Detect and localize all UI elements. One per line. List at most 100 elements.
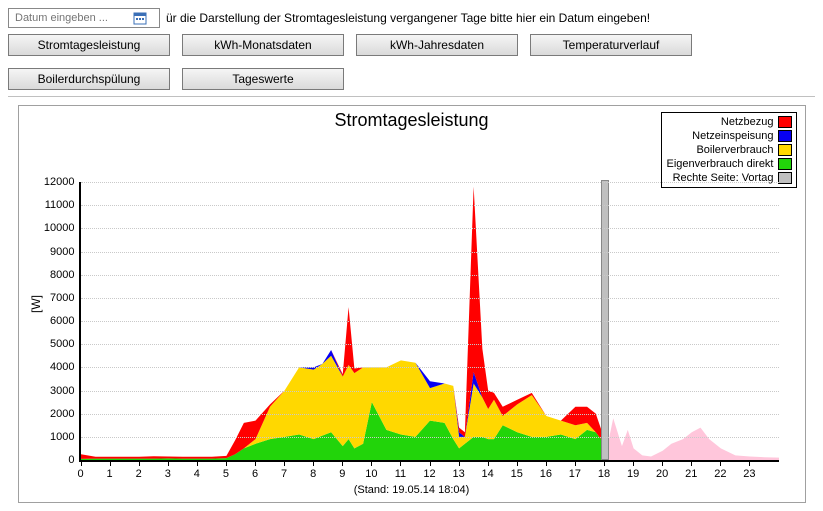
x-tick-label: 16 bbox=[540, 468, 552, 480]
x-tick-label: 19 bbox=[627, 468, 639, 480]
y-tick-label: 8000 bbox=[33, 269, 75, 281]
y-tick-label: 11000 bbox=[33, 199, 75, 211]
x-tick-label: 4 bbox=[194, 468, 200, 480]
y-tick-label: 6000 bbox=[33, 315, 75, 327]
tab-stromtagesleistung[interactable]: Stromtagesleistung bbox=[8, 34, 170, 56]
x-tick bbox=[342, 460, 343, 466]
topbar: ür die Darstellung der Stromtagesleistun… bbox=[8, 8, 815, 28]
x-tick bbox=[546, 460, 547, 466]
legend-item: Netzbezug bbox=[666, 115, 791, 129]
x-tick-label: 23 bbox=[743, 468, 755, 480]
legend-swatch bbox=[778, 116, 792, 128]
x-tick-label: 18 bbox=[598, 468, 610, 480]
x-tick-label: 17 bbox=[569, 468, 581, 480]
gridline bbox=[81, 252, 779, 253]
x-tick-label: 9 bbox=[339, 468, 345, 480]
legend-label: Boilerverbrauch bbox=[696, 143, 773, 157]
x-tick-label: 21 bbox=[685, 468, 697, 480]
x-tick-label: 8 bbox=[310, 468, 316, 480]
legend-swatch bbox=[778, 158, 792, 170]
x-tick bbox=[749, 460, 750, 466]
x-tick-label: 11 bbox=[395, 468, 406, 480]
x-tick bbox=[604, 460, 605, 466]
date-field[interactable] bbox=[13, 11, 133, 25]
x-tick-label: 13 bbox=[452, 468, 464, 480]
tab-temperaturverlauf[interactable]: Temperaturverlauf bbox=[530, 34, 692, 56]
chart-container: Stromtagesleistung NetzbezugNetzeinspeis… bbox=[18, 105, 806, 503]
x-tick-label: 20 bbox=[656, 468, 668, 480]
x-tick-label: 2 bbox=[136, 468, 142, 480]
x-tick bbox=[110, 460, 111, 466]
gridline bbox=[81, 391, 779, 392]
plot-area: 0100020003000400050006000700080009000100… bbox=[79, 182, 779, 462]
x-tick-label: 3 bbox=[165, 468, 171, 480]
y-tick-label: 7000 bbox=[33, 292, 75, 304]
legend-label: Netzeinspeisung bbox=[692, 129, 773, 143]
tab-boilerdurchspuelung[interactable]: Boilerdurchspülung bbox=[8, 68, 170, 90]
x-tick bbox=[313, 460, 314, 466]
tab-kwh-monatsdaten[interactable]: kWh-Monatsdaten bbox=[182, 34, 344, 56]
y-tick-label: 10000 bbox=[33, 222, 75, 234]
y-tick-label: 2000 bbox=[33, 408, 75, 420]
legend-label: Eigenverbrauch direkt bbox=[666, 157, 773, 171]
x-tick-label: 6 bbox=[252, 468, 258, 480]
legend-item: Eigenverbrauch direkt bbox=[666, 157, 791, 171]
y-tick-label: 3000 bbox=[33, 385, 75, 397]
gridline bbox=[81, 414, 779, 415]
x-tick bbox=[226, 460, 227, 466]
x-tick-label: 22 bbox=[714, 468, 726, 480]
calendar-icon[interactable] bbox=[133, 11, 147, 25]
x-tick-label: 1 bbox=[107, 468, 113, 480]
x-tick bbox=[255, 460, 256, 466]
gridline bbox=[81, 367, 779, 368]
chart-legend: NetzbezugNetzeinspeisungBoilerverbrauchE… bbox=[661, 112, 796, 188]
x-tick bbox=[691, 460, 692, 466]
x-tick bbox=[284, 460, 285, 466]
gridline bbox=[81, 344, 779, 345]
y-tick-label: 5000 bbox=[33, 338, 75, 350]
y-tick-label: 12000 bbox=[33, 176, 75, 188]
date-input-wrap[interactable] bbox=[8, 8, 160, 28]
stand-caption: (Stand: 19.05.14 18:04) bbox=[19, 484, 805, 496]
legend-label: Netzbezug bbox=[721, 115, 774, 129]
x-tick bbox=[633, 460, 634, 466]
tab-kwh-jahresdaten[interactable]: kWh-Jahresdaten bbox=[356, 34, 518, 56]
gridline bbox=[81, 321, 779, 322]
x-tick bbox=[459, 460, 460, 466]
separator bbox=[8, 96, 815, 97]
x-tick bbox=[488, 460, 489, 466]
x-tick bbox=[168, 460, 169, 466]
gridline bbox=[81, 437, 779, 438]
y-tick-label: 1000 bbox=[33, 431, 75, 443]
x-tick bbox=[81, 460, 82, 466]
y-tick-label: 9000 bbox=[33, 246, 75, 258]
x-tick-label: 10 bbox=[365, 468, 377, 480]
x-tick bbox=[662, 460, 663, 466]
x-tick-label: 14 bbox=[482, 468, 494, 480]
gridline bbox=[81, 182, 779, 183]
y-tick-label: 4000 bbox=[33, 361, 75, 373]
y-tick-label: 0 bbox=[33, 454, 75, 466]
x-tick bbox=[575, 460, 576, 466]
gridline bbox=[81, 228, 779, 229]
x-tick bbox=[517, 460, 518, 466]
gridline bbox=[81, 298, 779, 299]
x-tick bbox=[139, 460, 140, 466]
x-tick bbox=[197, 460, 198, 466]
x-tick-label: 15 bbox=[511, 468, 523, 480]
tab-bar: Stromtagesleistung kWh-Monatsdaten kWh-J… bbox=[8, 34, 815, 90]
legend-item: Boilerverbrauch bbox=[666, 143, 791, 157]
legend-item: Netzeinspeisung bbox=[666, 129, 791, 143]
legend-swatch bbox=[778, 172, 792, 184]
x-tick-label: 0 bbox=[77, 468, 83, 480]
x-tick-label: 5 bbox=[223, 468, 229, 480]
legend-swatch bbox=[778, 144, 792, 156]
series-vortag bbox=[604, 418, 779, 460]
x-tick bbox=[430, 460, 431, 466]
x-tick-label: 12 bbox=[423, 468, 435, 480]
x-tick bbox=[371, 460, 372, 466]
vortag-marker bbox=[601, 180, 609, 460]
x-tick bbox=[720, 460, 721, 466]
legend-swatch bbox=[778, 130, 792, 142]
tab-tageswerte[interactable]: Tageswerte bbox=[182, 68, 344, 90]
